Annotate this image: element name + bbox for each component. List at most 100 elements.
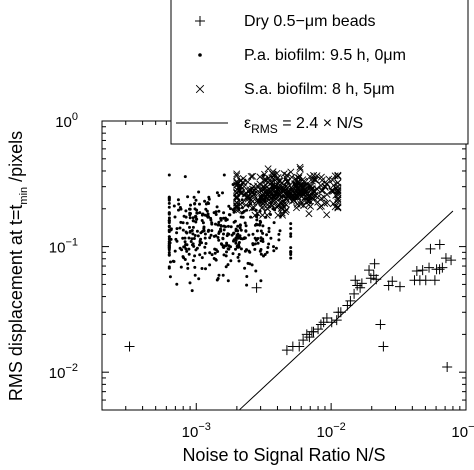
pa-biofilm-point xyxy=(225,250,228,254)
pa-biofilm-point xyxy=(202,225,206,229)
pa-biofilm-point xyxy=(272,249,276,253)
pa-biofilm-point xyxy=(212,257,216,260)
pa-biofilm-point xyxy=(224,218,228,222)
y-tick-label: 100 xyxy=(55,111,78,131)
sa-biofilm-point xyxy=(334,204,342,212)
sa-biofilm-point xyxy=(246,190,254,198)
x-tick-label: 10−2 xyxy=(317,421,346,441)
sa-biofilm-point xyxy=(259,211,267,219)
pa-biofilm-point xyxy=(253,242,257,246)
pa-biofilm-point xyxy=(259,248,263,251)
pa-biofilm-point xyxy=(265,250,269,254)
pa-biofilm-point xyxy=(251,232,255,236)
pa-biofilm-point xyxy=(237,253,241,256)
pa-biofilm-point xyxy=(289,222,293,226)
y-axis-label-sub: min xyxy=(18,187,30,205)
pa-biofilm-point xyxy=(209,233,213,237)
dry-beads-point xyxy=(411,265,422,276)
pa-biofilm-point xyxy=(183,175,187,179)
legend-symbol-plus xyxy=(195,16,205,26)
pa-biofilm-point xyxy=(168,275,172,279)
pa-biofilm-point xyxy=(194,215,198,219)
pa-biofilm-point xyxy=(188,225,191,229)
legend-label-sa-biofilm: S.a. biofilm: 8 h, 5μm xyxy=(244,81,395,98)
dry-beads-point xyxy=(349,288,360,299)
pa-biofilm-point xyxy=(196,234,200,238)
dry-beads-point xyxy=(394,281,405,292)
sa-biofilm-points xyxy=(233,163,342,219)
pa-biofilm-point xyxy=(217,209,221,213)
pa-biofilm-point xyxy=(203,199,207,203)
sa-biofilm-point xyxy=(321,199,329,207)
pa-biofilm-point xyxy=(226,279,230,283)
pa-biofilm-point xyxy=(175,239,179,243)
sa-biofilm-point xyxy=(261,176,269,184)
pa-biofilm-point xyxy=(185,221,189,225)
sa-biofilm-point xyxy=(332,184,340,192)
pa-biofilm-point xyxy=(187,236,191,240)
pa-biofilm-point xyxy=(259,252,263,256)
sa-biofilm-point xyxy=(270,198,278,206)
dry-beads-point xyxy=(417,265,428,276)
pa-biofilm-point xyxy=(289,234,293,238)
pa-biofilm-point xyxy=(262,254,265,258)
pa-biofilm-point xyxy=(191,219,195,223)
y-tick-label: 10−1 xyxy=(49,237,78,257)
pa-biofilm-point xyxy=(243,266,247,270)
dry-beads-point xyxy=(387,276,398,287)
pa-biofilm-point xyxy=(176,198,180,202)
sa-biofilm-point xyxy=(334,171,342,179)
y-axis-label-main: RMS displacement at t=t xyxy=(6,205,26,402)
pa-biofilm-point xyxy=(243,221,247,225)
pa-biofilm-point xyxy=(190,289,194,293)
pa-biofilm-point xyxy=(205,214,209,218)
pa-biofilm-point xyxy=(201,221,205,225)
axis-ticks: 10−3 10−2 10−1 10−2 10−1 100 xyxy=(49,111,474,441)
pa-biofilm-point xyxy=(224,254,228,258)
pa-biofilm-point xyxy=(226,263,230,267)
sa-biofilm-point xyxy=(317,182,325,190)
sa-biofilm-point xyxy=(302,188,310,196)
sa-biofilm-point xyxy=(303,194,311,202)
sa-biofilm-point xyxy=(256,173,264,181)
sa-biofilm-point xyxy=(291,181,299,189)
sa-biofilm-point xyxy=(256,180,264,188)
pa-biofilm-point xyxy=(181,255,185,259)
pa-biofilm-point xyxy=(229,225,233,229)
sa-biofilm-point xyxy=(261,198,269,206)
legend-frame xyxy=(170,0,469,145)
pa-biofilm-point xyxy=(200,256,204,260)
pa-biofilm-point xyxy=(191,216,195,220)
pa-biofilm-point xyxy=(222,228,226,232)
pa-biofilm-point xyxy=(201,230,204,233)
pa-biofilm-point xyxy=(185,249,189,253)
pa-biofilm-point xyxy=(215,205,219,209)
pa-biofilm-point xyxy=(182,214,186,218)
sa-biofilm-point xyxy=(284,178,292,186)
dry-beads-point xyxy=(429,275,440,286)
pa-biofilm-point xyxy=(245,275,249,278)
pa-biofilm-point xyxy=(289,246,293,250)
x-tick-label: 10−1 xyxy=(451,421,474,441)
pa-biofilm-point xyxy=(216,236,220,239)
sa-biofilm-point xyxy=(296,163,304,171)
pa-biofilm-point xyxy=(195,217,199,221)
pa-biofilm-point xyxy=(204,242,208,245)
pa-biofilm-point xyxy=(189,212,192,215)
pa-biofilm-point xyxy=(210,229,214,233)
pa-biofilm-point xyxy=(255,229,259,233)
pa-biofilm-point xyxy=(205,209,209,213)
sa-biofilm-point xyxy=(249,172,257,180)
pa-biofilm-point xyxy=(244,229,248,233)
pa-biofilm-point xyxy=(208,263,212,267)
dry-beads-point xyxy=(355,282,366,293)
pa-biofilm-point xyxy=(277,232,281,236)
pa-biofilm-point xyxy=(234,229,238,233)
pa-biofilm-point xyxy=(229,259,233,263)
pa-biofilm-point xyxy=(173,215,177,219)
sa-biofilm-point xyxy=(330,187,338,195)
pa-biofilm-point xyxy=(217,230,221,234)
sa-biofilm-point xyxy=(287,168,295,176)
legend-label-pa-biofilm: P.a. biofilm: 9.5 h, 0μm xyxy=(244,47,406,64)
pa-biofilm-point xyxy=(193,265,197,269)
